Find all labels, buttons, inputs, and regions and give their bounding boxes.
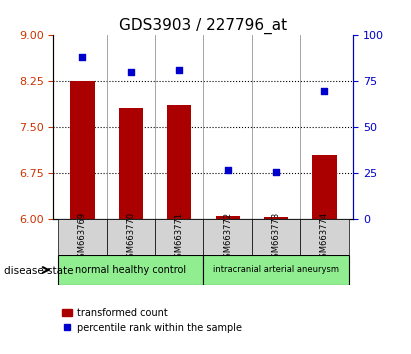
Point [79,55,86,60]
Text: disease state: disease state [4,266,74,276]
Bar [312,155,337,219]
Title: GDS3903 / 227796_at: GDS3903 / 227796_at [119,18,288,34]
Text: GSM663769: GSM663769 [78,212,87,263]
Point [176,68,182,73]
Text: intracranial arterial aneurysm: intracranial arterial aneurysm [213,266,339,274]
Point [127,69,134,75]
Bar [264,217,288,219]
FancyBboxPatch shape [203,219,252,255]
FancyBboxPatch shape [155,219,203,255]
Text: GSM663773: GSM663773 [272,212,281,263]
Text: GSM663774: GSM663774 [320,212,329,263]
FancyBboxPatch shape [203,255,349,285]
Text: GSM663772: GSM663772 [223,212,232,263]
FancyBboxPatch shape [252,219,300,255]
FancyBboxPatch shape [58,219,107,255]
Point [224,167,231,173]
Bar [70,81,95,219]
Legend: transformed count, percentile rank within the sample: transformed count, percentile rank withi… [58,304,246,337]
Point [273,169,279,175]
Text: normal healthy control: normal healthy control [75,265,187,275]
Bar [167,105,192,219]
Bar [119,108,143,219]
Text: GSM663770: GSM663770 [126,212,135,263]
FancyBboxPatch shape [107,219,155,255]
Point [321,88,328,93]
FancyBboxPatch shape [300,219,349,255]
Text: GSM663771: GSM663771 [175,212,184,263]
FancyBboxPatch shape [58,255,203,285]
Bar [215,216,240,219]
